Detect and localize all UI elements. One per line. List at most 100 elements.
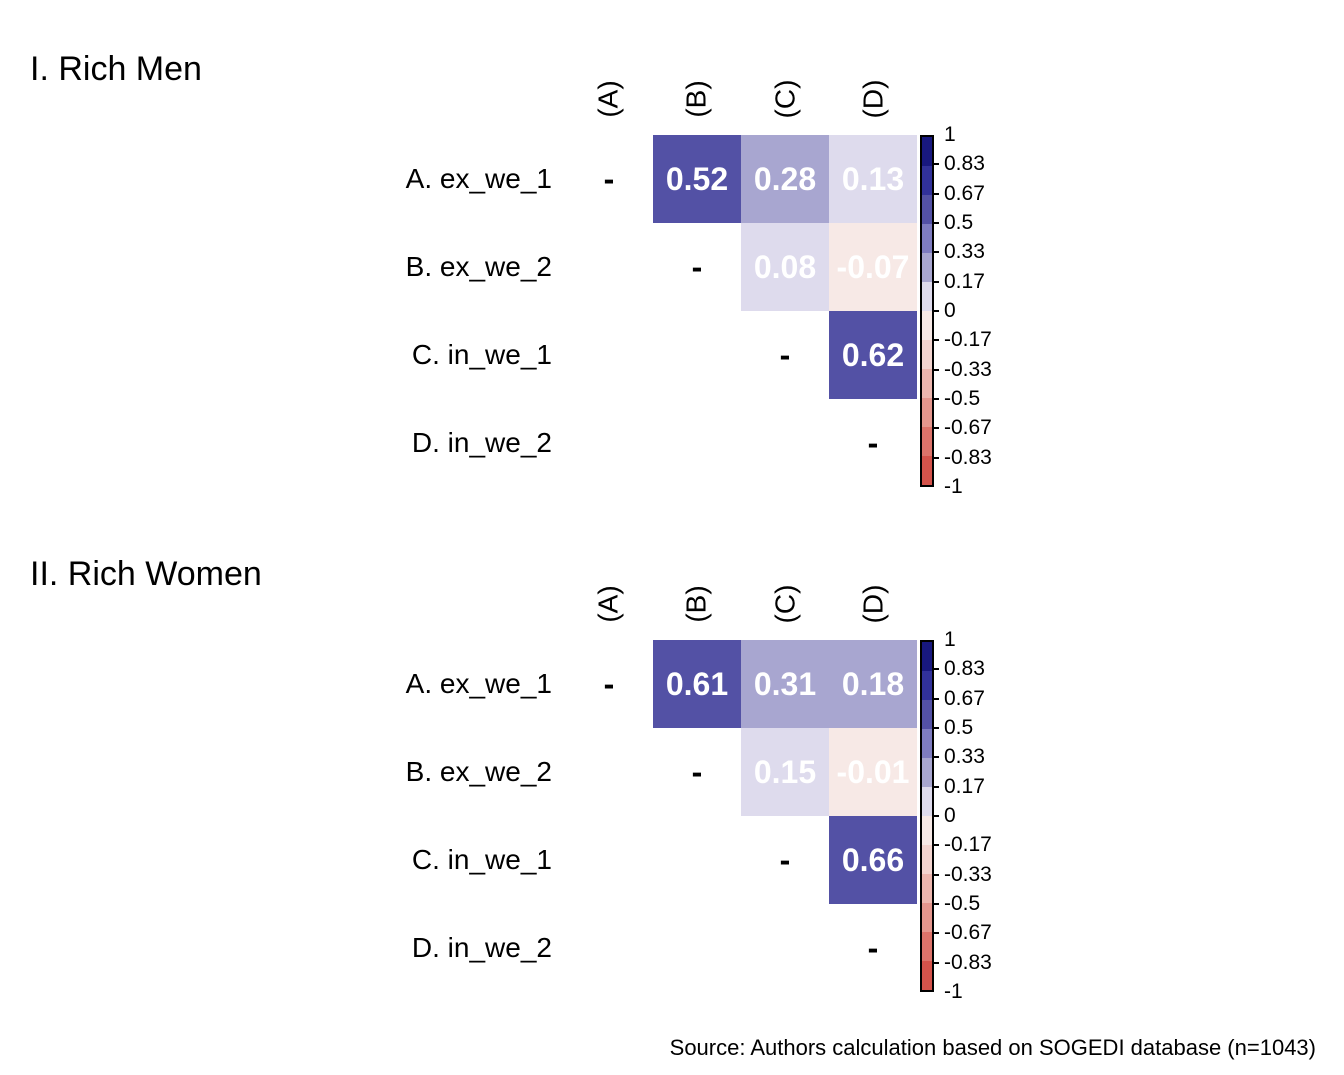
column-header-D: (D) [857,584,888,624]
column-header-C: (C) [769,584,800,624]
panel-rich-men: I. Rich Men (A) (B) (C) (D) A. ex_we_1 B… [0,0,1344,505]
colorbar-tick-mark [933,932,939,934]
colorbar [920,640,934,992]
diagonal-cell: - [867,929,879,966]
diagonal-cell: - [867,424,879,461]
diagonal-cell: - [779,336,791,373]
correlation-cell-AB: 0.61 [653,640,741,728]
colorbar-tick-mark [933,457,939,459]
colorbar-tick-mark [933,163,939,165]
colorbar-segment [922,137,932,166]
panel-title: II. Rich Women [30,555,262,594]
row-label-ex-we-1: A. ex_we_1 [405,163,552,194]
colorbar-tick-label: -0.17 [944,328,992,351]
colorbar-tick-label: -1 [944,980,963,1003]
colorbar-tick-label: 0.33 [944,240,985,263]
colorbar-segment [922,311,932,340]
row-label-in-we-1: C. in_we_1 [411,339,552,370]
row-label-in-we-1: C. in_we_1 [411,844,552,875]
correlation-cell-AD: 0.18 [829,640,917,728]
correlation-cell-AC: 0.28 [741,135,829,223]
colorbar-tick-label: 0.83 [944,152,985,175]
colorbar-tick-label: 0.67 [944,687,985,710]
colorbar-tick-label: -0.67 [944,921,992,944]
diagonal-cell: - [691,753,703,790]
colorbar-tick-mark [933,222,939,224]
correlation-cell-BC: 0.15 [741,728,829,816]
correlation-cell-BD: -0.01 [829,728,917,816]
colorbar-tick-mark [933,668,939,670]
colorbar-segment [922,758,932,787]
colorbar-tick-mark [933,698,939,700]
diagonal-cell: - [603,160,615,197]
colorbar-tick-mark [933,815,939,817]
colorbar-tick-mark [933,427,939,429]
colorbar-tick-label: 0.83 [944,657,985,680]
column-header-D: (D) [857,79,888,119]
correlation-cell-CD: 0.66 [829,816,917,904]
correlation-cell-BD: -0.07 [829,223,917,311]
colorbar-tick-label: -0.83 [944,446,992,469]
colorbar-tick-label: -1 [944,475,963,498]
correlation-matrix: - 0.52 0.28 0.13 - 0.08 -0.07 - 0.62 - [565,135,917,487]
colorbar-segment [922,369,932,398]
colorbar [920,135,934,487]
panel-title: I. Rich Men [30,50,202,89]
correlation-cell-AD: 0.13 [829,135,917,223]
colorbar-segment [922,816,932,845]
colorbar-segment [922,282,932,311]
colorbar-tick-mark [933,281,939,283]
colorbar-tick-mark [933,756,939,758]
column-header-C: (C) [769,79,800,119]
colorbar-tick-mark [933,251,939,253]
colorbar-segment [922,787,932,816]
colorbar-segment [922,340,932,369]
colorbar-tick-label: 1 [944,628,956,651]
correlation-cell-AB: 0.52 [653,135,741,223]
colorbar-segment [922,398,932,427]
colorbar-segment [922,903,932,932]
colorbar-tick-label: -0.5 [944,387,981,410]
diagonal-cell: - [691,248,703,285]
column-header-A: (A) [592,585,624,623]
colorbar-tick-mark [933,844,939,846]
colorbar-tick-mark [933,398,939,400]
row-label-ex-we-2: B. ex_we_2 [405,756,552,787]
colorbar-tick-label: -0.5 [944,892,981,915]
column-header-B: (B) [680,80,712,118]
colorbar-tick-label: 0.5 [944,716,974,739]
colorbar-segment [922,671,932,700]
colorbar-tick-label: -0.83 [944,951,992,974]
correlation-cell-CD: 0.62 [829,311,917,399]
colorbar-tick-mark [933,903,939,905]
colorbar-tick-label: -0.33 [944,358,992,381]
source-note: Source: Authors calculation based on SOG… [669,1035,1316,1060]
colorbar-segment [922,195,932,224]
colorbar-segment [922,932,932,961]
colorbar-segment [922,456,932,485]
colorbar-tick-mark [933,369,939,371]
column-header-A: (A) [592,80,624,118]
colorbar-segment [922,166,932,195]
correlation-cell-AC: 0.31 [741,640,829,728]
colorbar-tick-label: 1 [944,123,956,146]
colorbar-tick-label: 0.5 [944,211,974,234]
row-label-in-we-2: D. in_we_2 [411,427,552,458]
colorbar-segment [922,427,932,456]
colorbar-tick-mark [933,727,939,729]
colorbar-segment [922,700,932,729]
colorbar-tick-mark [933,310,939,312]
row-label-ex-we-2: B. ex_we_2 [405,251,552,282]
colorbar-segment [922,961,932,990]
colorbar-tick-label: -0.67 [944,416,992,439]
row-label-in-we-2: D. in_we_2 [411,932,552,963]
row-label-ex-we-1: A. ex_we_1 [405,668,552,699]
correlation-matrix: - 0.61 0.31 0.18 - 0.15 -0.01 - 0.66 - [565,640,917,992]
column-header-B: (B) [680,585,712,623]
colorbar-tick-label: 0.33 [944,745,985,768]
colorbar-tick-mark [933,193,939,195]
correlation-cell-BC: 0.08 [741,223,829,311]
colorbar-segment [922,874,932,903]
colorbar-tick-label: 0.67 [944,182,985,205]
colorbar-tick-label: -0.17 [944,833,992,856]
